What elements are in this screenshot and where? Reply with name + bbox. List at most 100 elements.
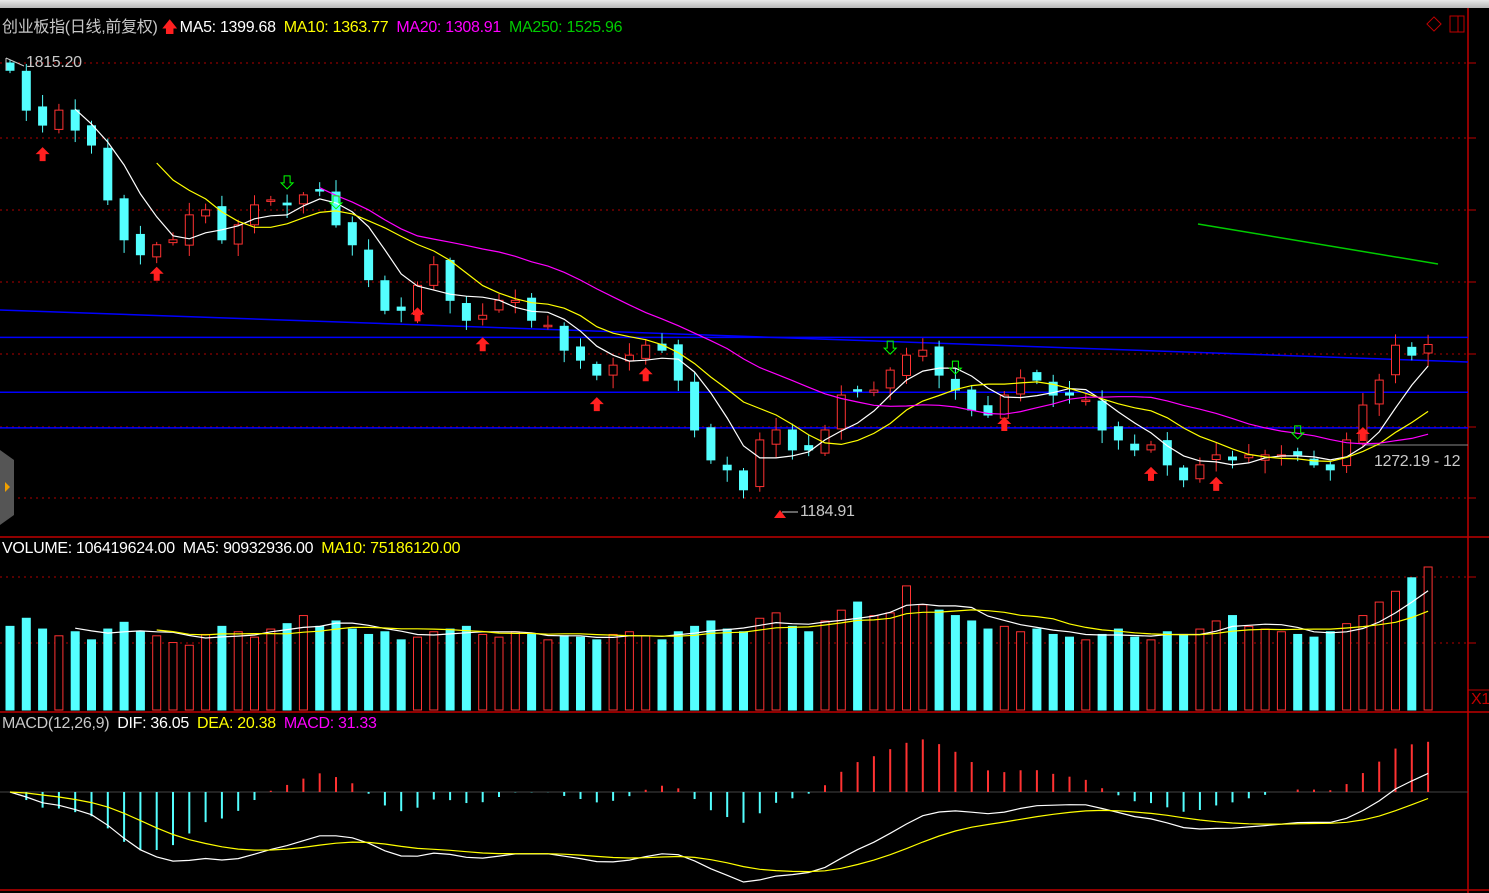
volume-bar bbox=[804, 631, 814, 711]
candle-body bbox=[1391, 344, 1400, 376]
candle-body bbox=[266, 199, 276, 202]
volume-bar bbox=[1228, 615, 1237, 711]
volume-bar bbox=[902, 585, 911, 711]
volume-bar bbox=[820, 620, 830, 711]
axis-mark: X1 bbox=[1471, 691, 1489, 708]
candle-body bbox=[1081, 399, 1091, 403]
candle-body bbox=[787, 429, 797, 451]
candle-body bbox=[201, 209, 211, 217]
candle-body bbox=[1228, 456, 1237, 461]
buy-arrow-icon bbox=[149, 266, 164, 281]
macd-legend: MACD(12,26,9) DIF: 36.05 DEA: 20.38 MACD: 3… bbox=[2, 715, 385, 733]
candle-body bbox=[396, 306, 406, 311]
volume-bar bbox=[5, 625, 15, 711]
ma20-label: MA20: 1308.91 bbox=[396, 19, 501, 36]
volume-bar bbox=[885, 612, 895, 711]
window-top-bar bbox=[0, 0, 1489, 8]
candle-body bbox=[380, 280, 390, 311]
volume-bar bbox=[592, 639, 602, 711]
stock-chart[interactable] bbox=[0, 8, 1489, 893]
volume-bar bbox=[21, 617, 31, 711]
volume-bar bbox=[836, 609, 846, 711]
candle-body bbox=[1374, 379, 1384, 405]
price-legend: 创业板指(日线,前复权) 🡅 MA5: 1399.68 MA10: 1363.77 MA… bbox=[2, 13, 630, 43]
volume-bar bbox=[1130, 636, 1140, 711]
candle-body bbox=[885, 369, 895, 389]
candle-body bbox=[135, 233, 145, 256]
volume-bar bbox=[217, 625, 227, 711]
volume-bar bbox=[543, 639, 553, 711]
volume-bar bbox=[983, 628, 993, 711]
volume-bar bbox=[1032, 628, 1042, 711]
volume-bar bbox=[396, 639, 406, 711]
volume-legend: VOLUME: 106419624.00 MA5: 90932936.00 MA10… bbox=[2, 540, 468, 558]
candle-body bbox=[152, 244, 162, 258]
volume-bar bbox=[233, 631, 243, 711]
volume-bar bbox=[1244, 625, 1254, 711]
candle-body bbox=[217, 206, 227, 241]
volume-bar bbox=[1407, 577, 1417, 711]
volume-bar bbox=[1211, 620, 1221, 711]
candle-body bbox=[461, 303, 471, 321]
buy-arrow-icon bbox=[475, 337, 490, 352]
volume-bar bbox=[38, 628, 48, 711]
volume-bar bbox=[559, 635, 569, 711]
candle-body bbox=[103, 147, 113, 201]
volume-bar bbox=[1146, 639, 1156, 711]
volume-bar bbox=[576, 636, 585, 711]
candle-body bbox=[70, 109, 80, 131]
ma20-line bbox=[319, 187, 1429, 445]
volume-bar bbox=[1065, 636, 1074, 711]
buy-arrow-icon bbox=[1209, 476, 1224, 491]
candle-body bbox=[510, 299, 520, 303]
volume-bar bbox=[445, 628, 455, 711]
volume-bar bbox=[934, 609, 944, 711]
candle-body bbox=[755, 439, 765, 488]
candle-body bbox=[1195, 464, 1205, 480]
layout-icon bbox=[1449, 15, 1465, 33]
sell-arrow-icon bbox=[882, 340, 898, 355]
volume-bar bbox=[1391, 590, 1400, 711]
volume-bar bbox=[1309, 636, 1319, 711]
volume-bar bbox=[608, 633, 618, 711]
sell-arrow-icon bbox=[948, 360, 963, 375]
volume-bar bbox=[1097, 633, 1107, 711]
candle-body bbox=[1113, 426, 1123, 441]
candle-body bbox=[559, 325, 569, 351]
volume-bar bbox=[657, 639, 667, 711]
high-marker-icon bbox=[5, 57, 25, 70]
candle-body bbox=[592, 363, 602, 376]
volume-bar bbox=[1113, 628, 1123, 711]
buy-arrow-icon bbox=[997, 417, 1012, 432]
volume-ma10-label: MA10: 75186120.00 bbox=[321, 540, 461, 557]
volume-bar bbox=[103, 628, 113, 711]
volume-bar bbox=[869, 615, 879, 711]
candle-body bbox=[739, 470, 748, 491]
volume-bar bbox=[266, 628, 276, 711]
candle-body bbox=[1130, 443, 1140, 451]
volume-bar bbox=[1423, 566, 1433, 711]
volume-bar bbox=[1325, 631, 1335, 711]
volume-bar bbox=[70, 631, 80, 711]
volume-bar bbox=[722, 628, 732, 711]
candle-body bbox=[429, 264, 439, 286]
chart-title: 创业板指(日线,前复权) bbox=[2, 19, 158, 36]
candle-body bbox=[298, 194, 308, 205]
range-label: 1272.19 - 12 bbox=[1374, 453, 1461, 470]
candle-body bbox=[918, 349, 928, 357]
volume-bar bbox=[950, 615, 960, 711]
candle-body bbox=[576, 346, 585, 361]
buy-arrow-icon bbox=[1355, 427, 1370, 442]
ma10-line bbox=[156, 162, 1429, 463]
volume-bar bbox=[119, 621, 129, 711]
macd-label: MACD: 31.33 bbox=[283, 715, 377, 732]
volume-bar bbox=[1162, 631, 1172, 711]
candle-body bbox=[1016, 377, 1026, 395]
volume-bar bbox=[510, 631, 520, 711]
volume-bar bbox=[624, 631, 634, 711]
candle-body bbox=[54, 109, 64, 130]
candle-body bbox=[1325, 464, 1335, 471]
candle-body bbox=[1407, 346, 1417, 356]
volume-bar bbox=[1276, 631, 1286, 711]
candle-body bbox=[853, 389, 863, 392]
